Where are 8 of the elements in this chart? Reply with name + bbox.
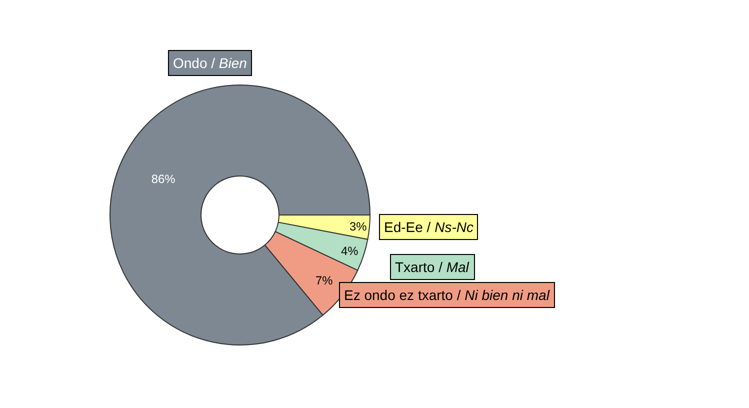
data-label: 4%: [341, 244, 359, 258]
slice-label: Ed-Ee / Ns-Nc: [384, 219, 474, 235]
slice-label: Ez ondo ez txarto / Ni bien ni mal: [344, 287, 550, 303]
data-label: 86%: [151, 172, 176, 186]
slice-label: Ondo / Bien: [173, 55, 248, 71]
data-label: 7%: [316, 274, 334, 288]
slice-label: Txarto / Mal: [395, 259, 470, 275]
data-label: 3%: [349, 219, 368, 234]
